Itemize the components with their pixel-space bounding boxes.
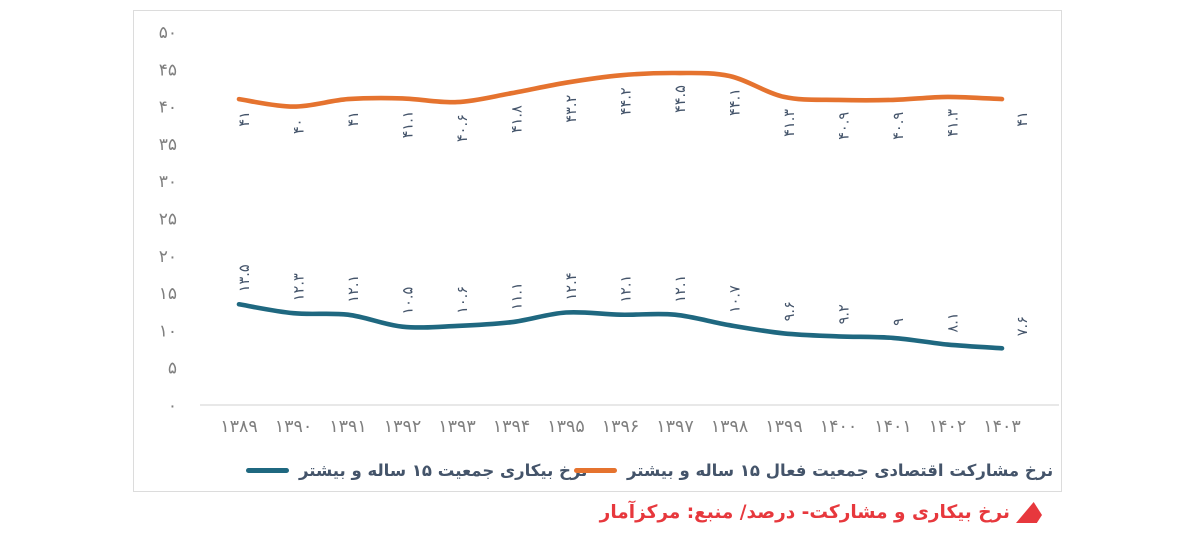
chart-legend: نرخ بیکاری جمعیت ۱۵ ساله و بیشتر نرخ مشا… [0,452,1200,488]
unemployment-line-swatch [246,467,289,473]
chart-frame [133,10,1062,492]
legend-item-unemployment: نرخ بیکاری جمعیت ۱۵ ساله و بیشتر [246,452,587,488]
source-caption: نرخ بیکاری و مشارکت- درصد/ منبع: مرکزآما… [600,502,1042,523]
legend-item-participation: نرخ مشارکت اقتصادی جمعیت فعال ۱۵ ساله و … [574,452,1053,488]
caption-text: نرخ بیکاری و مشارکت- درصد/ منبع: مرکزآما… [599,502,1010,523]
red-flag-icon [1016,502,1042,523]
legend-label-participation: نرخ مشارکت اقتصادی جمعیت فعال ۱۵ ساله و … [627,460,1054,480]
participation-line-swatch [574,467,617,473]
legend-label-unemployment: نرخ بیکاری جمعیت ۱۵ ساله و بیشتر [299,460,588,480]
